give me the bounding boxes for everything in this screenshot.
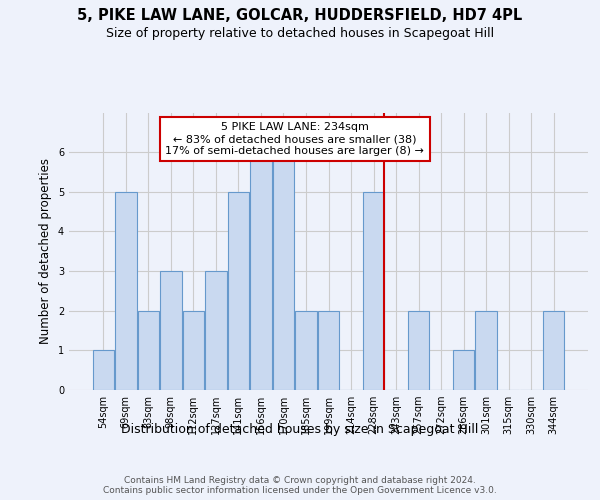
Bar <box>318 310 339 390</box>
Bar <box>228 192 249 390</box>
Bar <box>475 310 497 390</box>
Bar <box>137 310 159 390</box>
Bar <box>160 271 182 390</box>
Text: 5 PIKE LAW LANE: 234sqm
← 83% of detached houses are smaller (38)
17% of semi-de: 5 PIKE LAW LANE: 234sqm ← 83% of detache… <box>165 122 424 156</box>
Bar <box>205 271 227 390</box>
Y-axis label: Number of detached properties: Number of detached properties <box>40 158 52 344</box>
Text: Size of property relative to detached houses in Scapegoat Hill: Size of property relative to detached ho… <box>106 28 494 40</box>
Bar <box>273 152 294 390</box>
Text: Contains HM Land Registry data © Crown copyright and database right 2024.
Contai: Contains HM Land Registry data © Crown c… <box>103 476 497 495</box>
Text: 5, PIKE LAW LANE, GOLCAR, HUDDERSFIELD, HD7 4PL: 5, PIKE LAW LANE, GOLCAR, HUDDERSFIELD, … <box>77 8 523 22</box>
Text: Distribution of detached houses by size in Scapegoat Hill: Distribution of detached houses by size … <box>121 422 479 436</box>
Bar <box>295 310 317 390</box>
Bar <box>250 152 272 390</box>
Bar <box>453 350 475 390</box>
Bar <box>543 310 565 390</box>
Bar <box>408 310 429 390</box>
Bar <box>92 350 114 390</box>
Bar <box>363 192 384 390</box>
Bar <box>115 192 137 390</box>
Bar <box>182 310 204 390</box>
